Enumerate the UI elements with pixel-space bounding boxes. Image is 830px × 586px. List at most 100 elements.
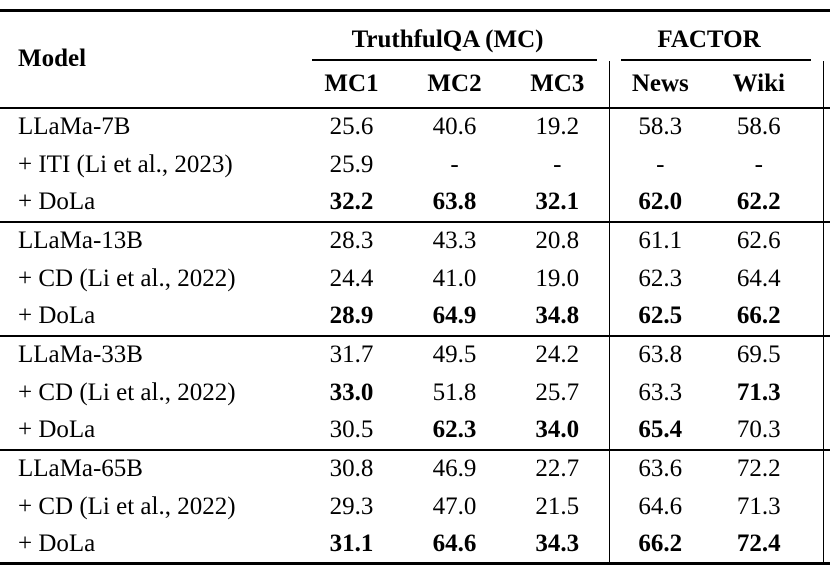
header-filler <box>823 10 830 109</box>
cell-wiki: - <box>711 145 824 184</box>
cell-news: 65.4 <box>609 411 712 451</box>
table-row: + DoLa 30.5 62.3 34.0 65.4 70.3 <box>0 411 830 451</box>
cell-news: 66.2 <box>638 529 683 557</box>
cell-wiki: 62.6 <box>711 221 824 260</box>
cell-news: 63.8 <box>638 341 683 368</box>
cell-mc1: 29.3 <box>329 492 374 520</box>
row-filler <box>823 526 830 564</box>
row-filler <box>823 108 830 146</box>
column-header-wiki: Wiki <box>711 60 824 109</box>
cell-wiki: 58.6 <box>711 107 824 146</box>
cell-mc2: 47.0 <box>432 492 477 520</box>
cell-news: 62.5 <box>609 297 712 337</box>
column-header-mc3: MC3 <box>506 60 610 109</box>
row-filler <box>823 488 830 526</box>
cell-mc1: 28.9 <box>300 297 403 337</box>
cell-mc1: 30.5 <box>300 411 403 451</box>
cell-wiki: 71.3 <box>711 373 824 412</box>
cell-news: 61.1 <box>638 227 683 254</box>
cell-mc3: 24.2 <box>506 335 610 374</box>
cell-mc3: - <box>506 145 610 184</box>
table-row: LLaMa-13B 28.3 43.3 20.8 61.1 62.6 <box>0 221 830 260</box>
cell-mc3: 34.0 <box>506 411 610 451</box>
cell-mc2: 49.5 <box>432 341 477 368</box>
cell-mc3: 34.8 <box>506 297 610 337</box>
row-label: + CD (Li et al., 2022) <box>18 264 236 292</box>
cell-mc1: 30.8 <box>329 455 374 482</box>
cell-wiki: 71.3 <box>711 487 824 526</box>
cell-mc1: 25.9 <box>329 150 374 178</box>
row-filler <box>823 374 830 412</box>
table-row: LLaMa-7B 25.6 40.6 19.2 58.3 58.6 <box>0 107 830 146</box>
cell-news: 63.3 <box>638 378 683 406</box>
cell-mc1: 28.3 <box>329 227 374 254</box>
cell-mc2: - <box>450 150 459 178</box>
cell-mc1: 24.4 <box>329 264 374 292</box>
cell-mc3: 25.7 <box>506 373 610 412</box>
row-label: LLaMa-13B <box>18 227 143 254</box>
cell-mc3: 19.0 <box>506 259 610 298</box>
row-filler <box>823 336 830 374</box>
cell-mc3: 34.3 <box>506 525 610 564</box>
group-header-factor: FACTOR <box>609 11 823 61</box>
cell-news: - <box>656 150 665 178</box>
cell-mc3: 32.1 <box>506 183 610 223</box>
table-row: + CD (Li et al., 2022) 24.4 41.0 19.0 62… <box>0 259 830 298</box>
cell-news: 58.3 <box>638 113 683 140</box>
cell-news: 63.6 <box>638 455 683 482</box>
cell-mc3: 21.5 <box>506 487 610 526</box>
cell-news: 64.6 <box>638 492 683 520</box>
row-filler <box>823 450 830 488</box>
cell-mc3: 22.7 <box>506 449 610 488</box>
row-label: + DoLa <box>0 411 300 451</box>
cell-mc2: 43.3 <box>432 227 477 254</box>
column-header-mc2: MC2 <box>403 60 506 109</box>
cell-mc1: 25.6 <box>329 113 374 140</box>
table-row: LLaMa-33B 31.7 49.5 24.2 63.8 69.5 <box>0 335 830 374</box>
row-filler <box>823 183 830 223</box>
cell-mc1: 33.0 <box>329 378 374 406</box>
cell-mc3: 19.2 <box>506 107 610 146</box>
group-header-truthfulqa: TruthfulQA (MC) <box>300 11 609 61</box>
cell-mc2: 46.9 <box>432 455 477 482</box>
cell-wiki: 72.2 <box>711 449 824 488</box>
cell-wiki: 72.4 <box>711 525 824 564</box>
cell-news: 62.0 <box>609 183 712 223</box>
cell-wiki: 66.2 <box>711 297 824 337</box>
cell-mc2: 63.8 <box>403 183 506 223</box>
column-header-model: Model <box>0 10 300 109</box>
row-label: LLaMa-7B <box>18 113 131 140</box>
table-row: + DoLa 28.9 64.9 34.8 62.5 66.2 <box>0 297 830 337</box>
row-label: LLaMa-33B <box>18 341 143 368</box>
cell-wiki: 64.4 <box>711 259 824 298</box>
row-filler <box>823 260 830 298</box>
column-header-mc1: MC1 <box>300 60 403 109</box>
table-row: + CD (Li et al., 2022) 29.3 47.0 21.5 64… <box>0 487 830 526</box>
table-row: + DoLa 32.2 63.8 32.1 62.0 62.2 <box>0 183 830 223</box>
cell-mc3: 20.8 <box>506 221 610 260</box>
group-header-factor-label: FACTOR <box>621 26 812 61</box>
cell-mc2: 51.8 <box>432 378 477 406</box>
row-label: + DoLa <box>0 297 300 337</box>
cell-mc2: 64.9 <box>403 297 506 337</box>
cell-news: 62.3 <box>638 264 683 292</box>
results-table: Model TruthfulQA (MC) FACTOR MC1 MC2 MC3… <box>0 9 830 565</box>
header-row-groups: Model TruthfulQA (MC) FACTOR <box>0 10 830 109</box>
cell-mc2: 40.6 <box>432 113 477 140</box>
cell-mc2: 41.0 <box>432 264 477 292</box>
row-label: + DoLa <box>18 529 96 557</box>
table-row: + ITI (Li et al., 2023) 25.9 - - - - <box>0 145 830 184</box>
row-filler <box>823 146 830 184</box>
cell-mc1: 31.1 <box>329 529 374 557</box>
group-header-truthfulqa-label: TruthfulQA (MC) <box>312 26 598 61</box>
row-label: + ITI (Li et al., 2023) <box>18 150 233 178</box>
row-label: + DoLa <box>0 183 300 223</box>
cell-mc2: 62.3 <box>403 411 506 451</box>
row-filler <box>823 411 830 451</box>
cell-mc1: 31.7 <box>329 341 374 368</box>
cell-mc1: 32.2 <box>300 183 403 223</box>
header-row-subcolumns: MC1 MC2 MC3 News Wiki <box>0 60 830 109</box>
table-row: + CD (Li et al., 2022) 33.0 51.8 25.7 63… <box>0 373 830 412</box>
cell-wiki: 70.3 <box>711 411 824 451</box>
